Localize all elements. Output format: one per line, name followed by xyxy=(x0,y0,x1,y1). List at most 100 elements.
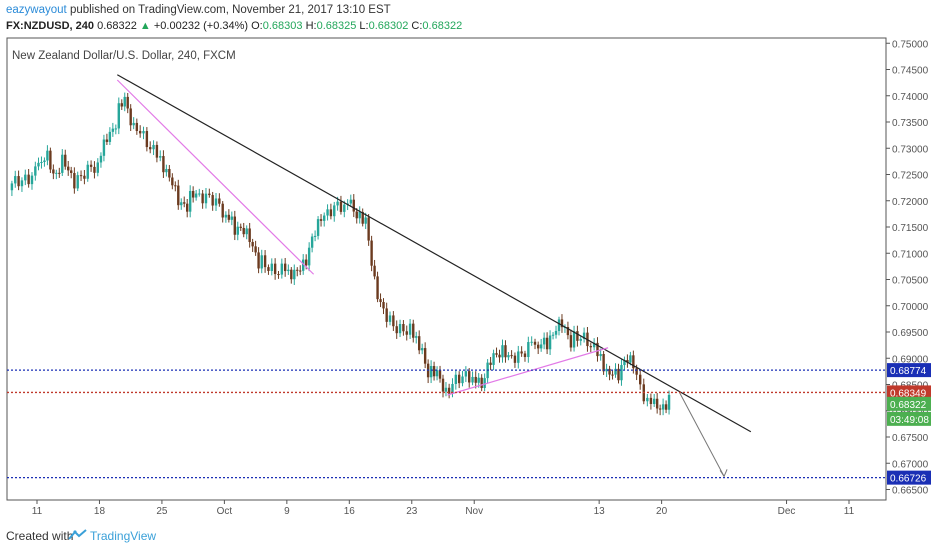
candle-body xyxy=(239,226,242,228)
candle-body xyxy=(620,365,623,381)
candle-body xyxy=(102,139,106,156)
y-tick-label: 0.71000 xyxy=(892,249,929,260)
candle-body xyxy=(639,374,642,385)
x-tick-label: 16 xyxy=(344,506,356,517)
candle-body xyxy=(10,183,14,191)
candle-body xyxy=(117,103,120,129)
candle-body xyxy=(454,374,458,384)
candle-body xyxy=(495,353,498,355)
author-link[interactable]: eazywayout xyxy=(6,4,67,16)
candle-body xyxy=(171,177,174,186)
candle-body xyxy=(126,96,129,109)
low-label: L: xyxy=(359,20,369,32)
candle-body xyxy=(221,203,224,218)
candle-body xyxy=(395,326,398,334)
candle-body xyxy=(242,227,245,235)
candle-body xyxy=(664,404,668,410)
candle-body xyxy=(183,202,186,204)
price-level-tag xyxy=(887,385,931,400)
candle-body xyxy=(52,169,55,174)
candle-body xyxy=(444,387,448,392)
close-value: 0.68322 xyxy=(422,20,463,32)
candle-body xyxy=(316,219,320,236)
candle-body xyxy=(441,378,445,392)
candle-body xyxy=(93,166,96,173)
candle-body xyxy=(120,103,123,107)
candle-body xyxy=(451,383,454,394)
candle-body xyxy=(520,351,523,354)
candle-body xyxy=(572,331,576,348)
candle-body xyxy=(17,176,20,187)
candle-body xyxy=(224,214,228,218)
candle-body xyxy=(267,267,270,271)
candle-body xyxy=(83,175,86,179)
candle-body xyxy=(510,355,513,357)
candle-body xyxy=(67,166,70,171)
candle-body xyxy=(79,175,83,177)
candle-body xyxy=(230,216,234,220)
candle-body xyxy=(302,259,305,271)
x-tick-label: Nov xyxy=(465,506,483,517)
candle-body xyxy=(623,359,626,366)
candle-body xyxy=(280,263,284,275)
candle-body xyxy=(579,338,582,341)
candle-body xyxy=(438,370,442,379)
symbol-name[interactable]: FX:NZDUSD, 240 xyxy=(6,20,95,32)
candle-body xyxy=(596,342,599,357)
open-value: 0.68303 xyxy=(262,20,303,32)
candle-body xyxy=(273,263,277,275)
candle-body xyxy=(145,131,149,148)
candle-body xyxy=(99,155,103,163)
candle-body xyxy=(551,334,555,336)
candle-body xyxy=(290,269,293,280)
candle-body xyxy=(307,247,311,266)
candle-body xyxy=(602,353,605,372)
price-level-label: 0.66726 xyxy=(890,474,927,485)
candle-body xyxy=(24,174,27,181)
price-chart[interactable]: New Zealand Dollar/U.S. Dollar, 240, FXC… xyxy=(0,0,932,520)
candle-body xyxy=(483,378,486,389)
candle-body xyxy=(554,330,558,335)
candle-body xyxy=(626,359,629,363)
candle-body xyxy=(652,398,656,405)
x-tick-label: 23 xyxy=(406,506,418,517)
candle-body xyxy=(420,348,424,351)
candle-body xyxy=(373,265,376,277)
candle-body xyxy=(361,211,364,224)
candle-body xyxy=(605,368,608,372)
candle-body xyxy=(251,242,254,247)
candle-body xyxy=(492,353,495,365)
candle-body xyxy=(86,164,89,179)
candle-body xyxy=(277,274,280,276)
footer: Created with TradingView xyxy=(0,520,932,550)
countdown-label: 03:49:08 xyxy=(890,415,929,426)
candle-body xyxy=(20,180,24,187)
tradingview-brand[interactable]: TradingView xyxy=(90,529,157,543)
y-tick-label: 0.69000 xyxy=(892,354,929,365)
candle-body xyxy=(382,302,385,309)
candle-body xyxy=(370,240,373,266)
current-price-tag xyxy=(887,396,931,411)
candle-body xyxy=(245,228,248,235)
projection-arrow xyxy=(679,392,725,477)
candle-body xyxy=(432,366,436,377)
candle-body xyxy=(64,154,67,167)
candle-body xyxy=(296,269,299,271)
candle-body xyxy=(667,394,671,410)
change-value: +0.00232 (+0.34%) xyxy=(153,20,249,32)
y-tick-label: 0.73000 xyxy=(892,144,929,155)
projection-arrow-head xyxy=(719,469,728,478)
candle-body xyxy=(132,122,135,126)
candle-body xyxy=(319,219,323,221)
candle-body xyxy=(614,368,617,375)
candle-body xyxy=(542,337,546,345)
candle-body xyxy=(194,193,198,198)
candle-body xyxy=(617,368,620,381)
last-price: 0.68322 xyxy=(97,20,137,32)
tradingview-logo-icon[interactable] xyxy=(68,529,88,544)
candle-body xyxy=(507,355,510,358)
y-tick-label: 0.72000 xyxy=(892,197,929,208)
current-price-label: 0.68322 xyxy=(890,400,927,411)
candle-body xyxy=(545,337,549,350)
candle-body xyxy=(447,387,451,394)
